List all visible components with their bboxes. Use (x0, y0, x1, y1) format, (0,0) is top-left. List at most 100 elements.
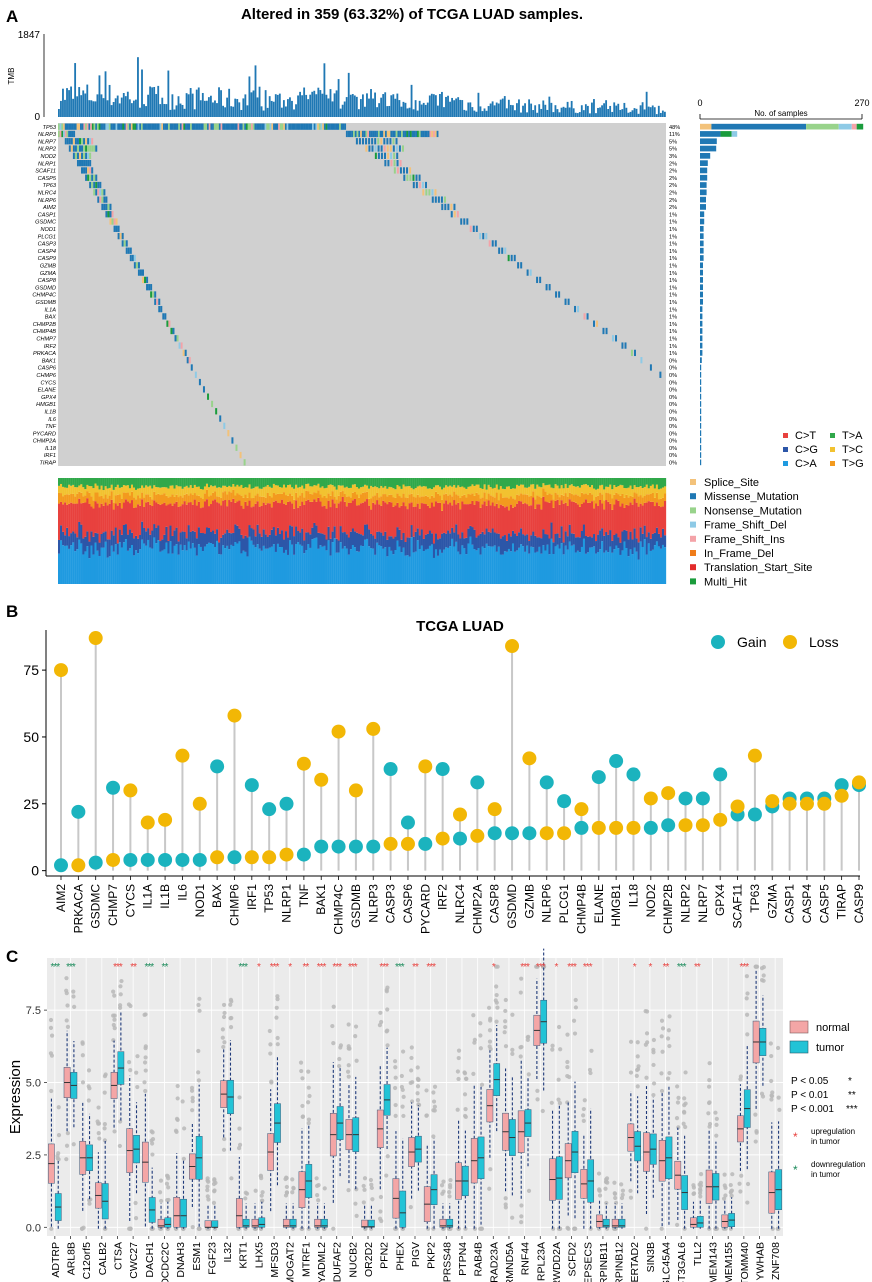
titv-segment (588, 492, 592, 503)
oncoprint-cell (254, 123, 257, 130)
titv-segment (181, 478, 184, 489)
legend-down-label: downregulation in tumor (811, 1160, 865, 1179)
titv-segment (76, 493, 79, 504)
titv-segment (329, 507, 332, 539)
titv-segment (155, 494, 158, 503)
tmb-bar (327, 98, 330, 117)
lollipop-point-gain (834, 778, 849, 793)
oncoprint-cell (81, 159, 84, 167)
lollipop-point-gain (418, 836, 433, 851)
boxplot-outlier (707, 1078, 712, 1083)
boxplot-outlier (71, 989, 76, 994)
tmb-bar (118, 103, 121, 117)
titv-segment (84, 495, 87, 503)
titv-segment (607, 486, 610, 494)
boxplot-outlier (745, 991, 750, 996)
titv-segment (362, 492, 365, 503)
titv-segment (236, 525, 239, 544)
oncoprint-cell (79, 145, 81, 152)
tmb-bar (343, 101, 346, 117)
titv-segment (566, 549, 569, 584)
snv-legend: C>T T>AC>G T>CC>A T>G (783, 430, 864, 470)
oncoprint-cell (93, 189, 96, 196)
titv-segment (323, 495, 326, 506)
titv-segment (489, 532, 492, 547)
tmb-bar (181, 104, 184, 117)
oncoprint-cell (81, 152, 84, 159)
tmb-bar (582, 110, 585, 117)
titv-segment (341, 532, 344, 549)
titv-segment (169, 541, 172, 584)
boxplot-outlier (306, 1117, 312, 1122)
titv-segment (250, 478, 253, 489)
oncoprint-cell (443, 196, 446, 203)
boxplot-outlier (385, 1028, 390, 1033)
boxplot-outlier (228, 1002, 233, 1007)
lollipop-point-loss (88, 631, 103, 646)
titv-segment (270, 546, 273, 584)
titv-segment (483, 478, 486, 485)
oncoprint-cell (66, 123, 69, 130)
titv-segment (362, 486, 365, 493)
titv-segment (422, 538, 425, 552)
boxplot-outlier (409, 1099, 415, 1104)
titv-segment (287, 501, 290, 538)
titv-segment (661, 544, 665, 584)
titv-segment (171, 505, 174, 536)
titv-segment (388, 501, 391, 537)
titv-segment (84, 502, 87, 537)
oncoprint-cell (365, 138, 368, 145)
oncoprint-cell (242, 123, 245, 130)
oncoprint-cell (178, 342, 181, 349)
titv-segment (394, 549, 397, 584)
gene-label: GZMB (40, 263, 56, 269)
titv-segment (520, 501, 523, 529)
boxplot-x-label: NDUFAF2 (332, 1242, 344, 1282)
gene-count-bar (700, 145, 717, 152)
titv-segment (530, 484, 533, 497)
titv-segment (505, 486, 509, 498)
boxplot-x-label: MYADML2 (316, 1242, 328, 1282)
gene-count-bar (856, 123, 864, 130)
titv-segment (66, 504, 69, 528)
oncoprint-cell (274, 123, 277, 130)
titv-segment (216, 529, 219, 541)
legend-normal-label: normal (816, 1022, 850, 1034)
boxplot-x-label: ADTRP (50, 1242, 62, 1278)
titv-segment (451, 486, 454, 497)
lollipop-point-loss (383, 836, 398, 851)
oncoprint-cell (73, 130, 76, 138)
boxplot-outlier (143, 1088, 148, 1094)
titv-segment (505, 497, 509, 507)
tmb-bar (503, 96, 506, 117)
titv-segment (236, 501, 239, 526)
titv-segment (509, 488, 513, 497)
titv-segment (461, 495, 464, 502)
titv-segment (242, 497, 245, 509)
tmb-bar (516, 103, 518, 117)
titv-segment (339, 542, 342, 584)
titv-segment (485, 489, 488, 500)
gene-label: PLCG1 (38, 234, 56, 240)
titv-segment (631, 478, 634, 490)
titv-segment (467, 494, 470, 505)
gene-count-bar (700, 291, 703, 298)
oncoprint-cell (132, 123, 135, 130)
titv-segment (303, 540, 306, 554)
titv-segment (62, 486, 65, 497)
boxplot-outlier (596, 1171, 602, 1176)
boxplot-x-label: KRT1 (238, 1242, 250, 1269)
titv-segment (274, 500, 278, 536)
lollipop-point-loss (609, 820, 624, 835)
legend-p001-stars: ** (848, 1090, 856, 1101)
titv-segment (501, 497, 505, 506)
tmb-bar (651, 105, 654, 117)
gene-label: NLRP1 (38, 161, 56, 167)
titv-segment (347, 488, 350, 497)
boxplot-outlier (143, 1055, 148, 1060)
tmb-bar (145, 106, 147, 117)
titv-segment (250, 498, 253, 508)
oncoprint-cell (103, 123, 106, 130)
boxplot-outlier (64, 1018, 69, 1023)
oncoprint-cell (283, 123, 286, 130)
